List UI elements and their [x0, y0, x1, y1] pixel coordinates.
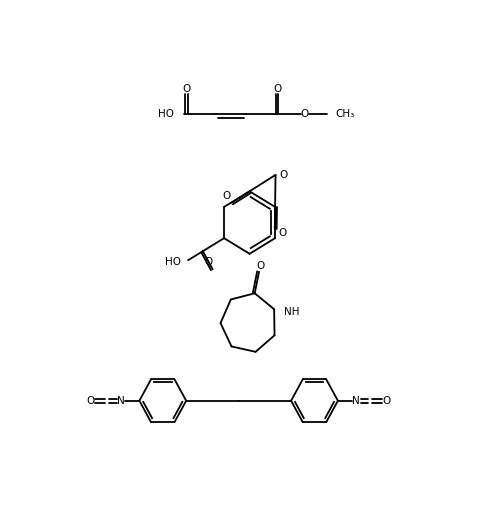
Text: O: O: [383, 396, 391, 406]
Text: O: O: [183, 84, 191, 94]
Text: N: N: [352, 396, 360, 406]
Text: CH₃: CH₃: [335, 109, 355, 120]
Text: HO: HO: [165, 257, 181, 267]
Text: O: O: [256, 261, 264, 271]
Text: O: O: [279, 170, 287, 180]
Text: N: N: [117, 396, 125, 406]
Text: O: O: [223, 191, 231, 201]
Text: O: O: [205, 257, 213, 267]
Text: HO: HO: [158, 109, 174, 120]
Text: O: O: [86, 396, 94, 406]
Text: O: O: [278, 228, 286, 238]
Text: NH: NH: [283, 307, 299, 317]
Text: O: O: [273, 84, 281, 94]
Text: O: O: [300, 109, 308, 120]
